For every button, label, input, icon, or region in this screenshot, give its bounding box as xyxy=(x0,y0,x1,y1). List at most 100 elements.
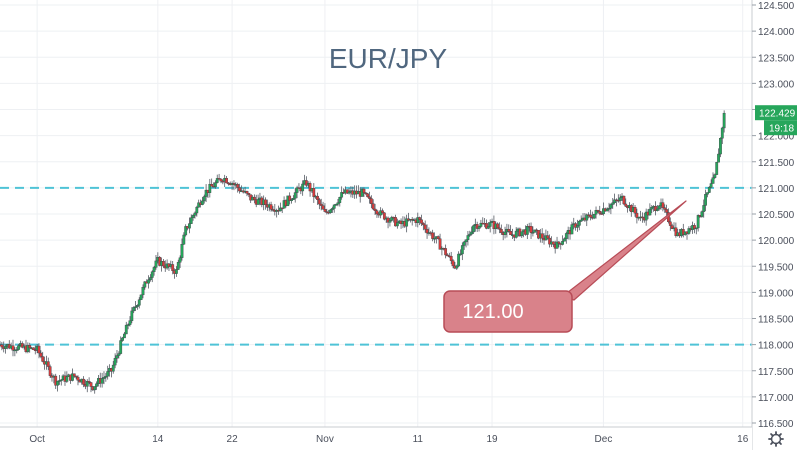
candle-body[interactable] xyxy=(46,361,50,367)
candle-body[interactable] xyxy=(576,225,579,228)
candle-body[interactable] xyxy=(486,226,490,229)
candle-body[interactable] xyxy=(668,221,672,226)
candle-body[interactable] xyxy=(87,381,91,383)
candle-body[interactable] xyxy=(20,343,24,348)
candle-body[interactable] xyxy=(93,386,97,391)
candle-body[interactable] xyxy=(336,202,340,205)
candle-body[interactable] xyxy=(187,223,191,229)
candle-body[interactable] xyxy=(28,345,32,349)
price-axis[interactable]: 124.500124.000123.500123.000122.500122.0… xyxy=(751,0,800,450)
candle-body[interactable] xyxy=(479,222,483,227)
candle-body[interactable] xyxy=(332,204,336,209)
candle-body[interactable] xyxy=(711,177,715,184)
candle-body[interactable] xyxy=(128,320,132,325)
candle-body[interactable] xyxy=(394,217,397,227)
candle-body[interactable] xyxy=(89,382,93,387)
candle-body[interactable] xyxy=(293,192,297,199)
candle-body[interactable] xyxy=(459,253,462,256)
candle-body[interactable] xyxy=(174,269,178,274)
candle-body[interactable] xyxy=(719,137,722,155)
candle-body[interactable] xyxy=(577,221,581,226)
candle-body[interactable] xyxy=(433,238,436,240)
candle-body[interactable] xyxy=(134,306,137,308)
candle-body[interactable] xyxy=(362,188,366,194)
candle-body[interactable] xyxy=(457,253,461,267)
candle-body[interactable] xyxy=(104,375,108,378)
candle-body[interactable] xyxy=(121,337,124,341)
candle-body[interactable] xyxy=(421,223,425,226)
candle-body[interactable] xyxy=(585,214,589,221)
candle-body[interactable] xyxy=(340,192,344,198)
candle-body[interactable] xyxy=(32,347,35,350)
candle-body[interactable] xyxy=(72,373,76,377)
candle-body[interactable] xyxy=(119,340,123,354)
candle-body[interactable] xyxy=(390,216,394,221)
candle-body[interactable] xyxy=(323,209,327,212)
candle-body[interactable] xyxy=(147,279,150,284)
candle-body[interactable] xyxy=(663,207,667,210)
candle-body[interactable] xyxy=(540,233,544,239)
candle-body[interactable] xyxy=(316,195,319,200)
candle-body[interactable] xyxy=(472,225,475,233)
candle-body[interactable] xyxy=(95,383,98,387)
candle-body[interactable] xyxy=(395,222,399,227)
candle-body[interactable] xyxy=(54,375,58,386)
candle-body[interactable] xyxy=(256,199,260,205)
candle-body[interactable] xyxy=(150,271,154,278)
candle-body[interactable] xyxy=(405,218,409,227)
candle-body[interactable] xyxy=(148,277,152,281)
candle-body[interactable] xyxy=(694,227,698,230)
candle-body[interactable] xyxy=(171,264,175,271)
candle-body[interactable] xyxy=(696,215,700,229)
candle-body[interactable] xyxy=(382,212,386,220)
candle-body[interactable] xyxy=(364,192,368,195)
candle-body[interactable] xyxy=(106,371,110,377)
candle-body[interactable] xyxy=(124,324,128,335)
candle-body[interactable] xyxy=(613,199,616,204)
candle-body[interactable] xyxy=(102,377,106,379)
candle-body[interactable] xyxy=(605,209,609,212)
candle-body[interactable] xyxy=(609,204,613,209)
candle-body[interactable] xyxy=(191,215,195,218)
candle-body[interactable] xyxy=(197,202,201,208)
candle-body[interactable] xyxy=(546,235,550,239)
candle-body[interactable] xyxy=(338,196,342,203)
candle-body[interactable] xyxy=(529,226,533,233)
candle-body[interactable] xyxy=(308,183,312,192)
candle-body[interactable] xyxy=(520,231,524,237)
candle-body[interactable] xyxy=(551,241,555,245)
candle-body[interactable] xyxy=(564,233,568,239)
candle-body[interactable] xyxy=(236,184,240,188)
candle-body[interactable] xyxy=(713,174,717,178)
candle-body[interactable] xyxy=(126,324,130,326)
candle-body[interactable] xyxy=(674,227,678,236)
candle-body[interactable] xyxy=(345,189,349,194)
candle-body[interactable] xyxy=(136,305,139,307)
candle-body[interactable] xyxy=(687,228,691,234)
candle-body[interactable] xyxy=(369,198,373,204)
candle-body[interactable] xyxy=(707,187,711,193)
candle-body[interactable] xyxy=(71,373,74,381)
candle-body[interactable] xyxy=(215,178,219,183)
candle-body[interactable] xyxy=(722,112,726,129)
candle-body[interactable] xyxy=(618,197,622,201)
candle-body[interactable] xyxy=(650,207,654,210)
candle-body[interactable] xyxy=(431,232,435,239)
candle-body[interactable] xyxy=(381,210,384,214)
candle-body[interactable] xyxy=(635,212,639,218)
candle-body[interactable] xyxy=(507,228,511,232)
candle-body[interactable] xyxy=(702,205,706,212)
candle-body[interactable] xyxy=(436,236,440,239)
candle-body[interactable] xyxy=(693,225,696,229)
candle-body[interactable] xyxy=(657,205,661,210)
candle-body[interactable] xyxy=(449,255,453,261)
candle-body[interactable] xyxy=(143,281,147,288)
candle-body[interactable] xyxy=(264,199,267,205)
candle-body[interactable] xyxy=(548,237,552,245)
candle-body[interactable] xyxy=(210,184,214,187)
candle-body[interactable] xyxy=(460,245,464,255)
candle-body[interactable] xyxy=(100,378,104,384)
gear-icon[interactable] xyxy=(768,431,784,447)
candle-body[interactable] xyxy=(423,224,427,230)
candle-body[interactable] xyxy=(154,260,158,268)
